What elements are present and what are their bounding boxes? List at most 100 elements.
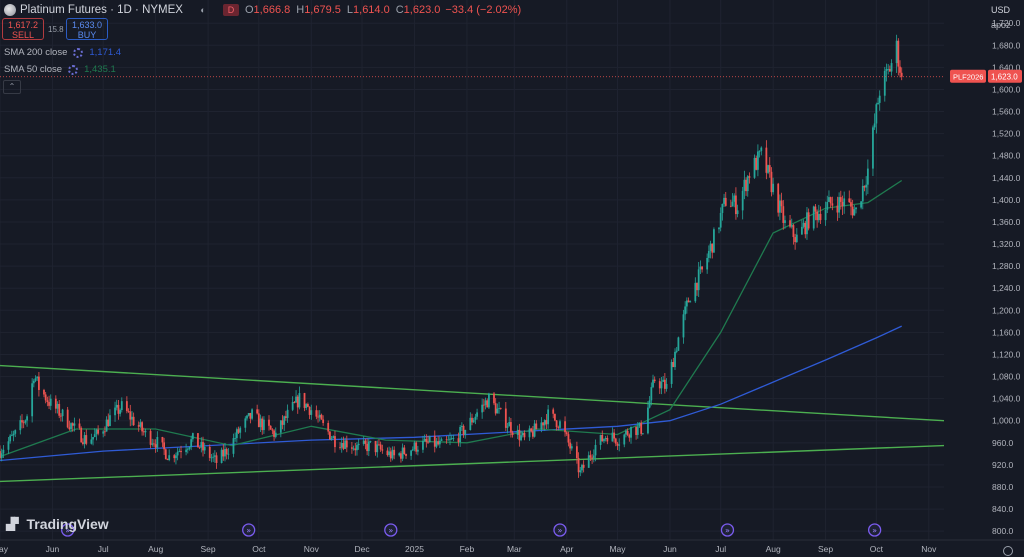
candle-body [887, 68, 890, 70]
candle-body [875, 104, 878, 124]
event-marker-icon[interactable] [867, 523, 882, 537]
alert-icon[interactable]: ◐ [200, 5, 206, 15]
candle-body [61, 409, 64, 417]
candle-body [428, 435, 431, 443]
event-marker-glyph: » [388, 526, 393, 535]
open-value: 1,666.8 [253, 4, 291, 16]
indicator-settings-icon[interactable] [68, 64, 79, 75]
candle-body [212, 456, 215, 458]
candle-body [758, 150, 761, 152]
sma200-line[interactable] [0, 325, 902, 462]
candle-body [711, 243, 714, 253]
candle-body [345, 440, 348, 448]
event-marker-icon[interactable] [553, 523, 567, 537]
candle-body [482, 404, 485, 406]
y-tick-label: 1,280.0 [992, 261, 1021, 271]
candle-body [405, 453, 407, 456]
candle-body [222, 449, 225, 457]
candle-body [457, 438, 460, 443]
candle-body [816, 211, 819, 221]
high-value: 1,679.5 [304, 4, 341, 16]
indicator-sma200[interactable]: SMA 200 close 1,171.4 [4, 47, 122, 58]
candle-body [9, 435, 12, 442]
candle-body [95, 429, 98, 435]
candle-body [516, 429, 519, 435]
candle-body [577, 458, 580, 473]
event-marker-icon[interactable] [242, 523, 256, 537]
candle-body [587, 455, 590, 468]
candle-body [672, 362, 675, 368]
event-marker-icon[interactable] [384, 523, 398, 537]
candle-body [330, 438, 333, 440]
buy-button[interactable]: 1,633.0 BUY [66, 18, 108, 40]
candle-body [142, 431, 145, 433]
indicator-settings-icon[interactable] [73, 47, 84, 58]
candle-body [413, 442, 416, 450]
event-marker-glyph: » [725, 526, 730, 535]
collapse-legend-button[interactable]: ⌃ [3, 80, 21, 94]
candle-body [721, 203, 724, 213]
currency-selector[interactable]: USD [991, 5, 1011, 15]
candle-body [741, 190, 744, 211]
candle-body [259, 418, 262, 428]
candle-body [575, 446, 578, 459]
candle-body [685, 300, 688, 307]
candle-body [900, 72, 903, 77]
candle-body [557, 427, 560, 428]
candle-body [713, 229, 715, 253]
event-marker-icon[interactable] [720, 523, 735, 537]
candle-body [699, 266, 702, 270]
candle-body [303, 393, 306, 408]
candle-body [883, 70, 886, 96]
event-marker-icon[interactable] [61, 523, 75, 537]
candle-body [389, 451, 392, 459]
price-tag [988, 69, 1022, 83]
candle-body [97, 429, 100, 434]
trendline[interactable] [0, 364, 945, 422]
tradingview-mark-icon: ▟▘ [6, 517, 23, 531]
candle-body [518, 429, 521, 441]
candle-body [831, 203, 834, 206]
candle-body [73, 423, 76, 426]
candle-body [606, 437, 609, 442]
delay-flag[interactable]: D [222, 4, 239, 16]
candle-body [328, 431, 331, 440]
candle-body [471, 417, 473, 423]
candle-body [308, 406, 311, 415]
candle-body [60, 415, 62, 417]
scale-mode-label[interactable]: apoz [991, 20, 1011, 30]
candle-body [599, 434, 602, 445]
candle-body [653, 379, 656, 382]
indicator-sma50[interactable]: SMA 50 close 1,435.1 [4, 64, 116, 75]
candle-body [168, 455, 171, 461]
candle-body [378, 444, 380, 446]
candle-body [10, 435, 13, 437]
candle-body [850, 202, 852, 207]
candle-body [863, 185, 866, 188]
candle-body [486, 400, 489, 408]
candle-body [410, 450, 412, 456]
candle-body [154, 444, 157, 448]
candle-body [795, 234, 798, 243]
candle-body [271, 429, 274, 431]
candle-body [736, 210, 739, 215]
candle-body [132, 416, 135, 426]
chart-settings-icon[interactable] [1003, 546, 1013, 556]
x-tick-label: Sep [818, 544, 833, 554]
candle-body [58, 403, 61, 416]
y-tick-label: 1,440.0 [992, 173, 1021, 183]
candle-body [437, 441, 440, 445]
trendline[interactable] [0, 444, 945, 483]
event-marker-glyph: » [65, 526, 70, 535]
symbol-title[interactable]: Platinum Futures · 1D · NYMEX [20, 4, 183, 16]
candle-body [545, 420, 548, 425]
candle-body [31, 383, 34, 417]
candle-body [535, 423, 538, 430]
candle-body [829, 197, 832, 204]
candle-body [423, 438, 426, 441]
candle-body [547, 409, 550, 425]
candle-body [552, 409, 555, 414]
price-axis-panel[interactable] [944, 0, 1024, 557]
sell-button[interactable]: 1,617.2 SELL [2, 18, 44, 40]
